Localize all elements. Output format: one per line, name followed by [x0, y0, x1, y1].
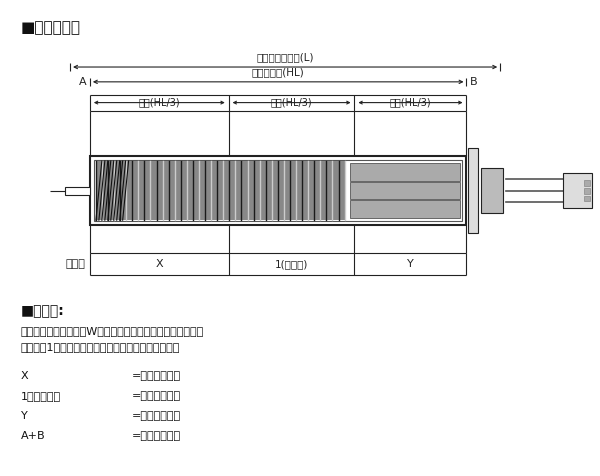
Text: =中部的功率比: =中部的功率比 [131, 391, 181, 401]
Bar [563, 173, 592, 208]
Bar [350, 200, 460, 218]
Bar [96, 161, 344, 220]
Text: =根部的功率比: =根部的功率比 [131, 411, 181, 421]
Bar [350, 182, 460, 199]
Text: X: X [20, 371, 28, 381]
Text: X: X [155, 258, 163, 268]
Text: 是指加热器的总功率（W）分配给各部分的比率。以中部功率: 是指加热器的总功率（W）分配给各部分的比率。以中部功率 [20, 326, 204, 336]
Bar [584, 196, 590, 201]
Bar [481, 168, 503, 213]
Text: 加热器主体长度(L): 加热器主体长度(L) [256, 52, 314, 62]
Text: A: A [79, 77, 87, 87]
Bar [584, 188, 590, 194]
Bar [90, 156, 466, 225]
Bar [65, 187, 90, 195]
Text: Y: Y [20, 411, 28, 421]
Text: =非发热部长度: =非发热部长度 [131, 431, 181, 441]
Text: ■功率比:: ■功率比: [20, 304, 64, 318]
Text: 1(基准值): 1(基准值) [275, 258, 308, 268]
Text: 1（基准值）: 1（基准值） [20, 391, 61, 401]
Text: 发热部长度(HL): 发热部长度(HL) [252, 67, 305, 77]
Text: ■基本结构图: ■基本结构图 [20, 20, 80, 36]
Bar [469, 148, 478, 233]
Text: =前端的功率比: =前端的功率比 [131, 371, 181, 381]
Text: 前端(HL/3): 前端(HL/3) [139, 98, 180, 108]
Bar [94, 160, 463, 221]
Text: 中部(HL/3): 中部(HL/3) [271, 98, 313, 108]
Text: Y: Y [407, 258, 414, 268]
Text: B: B [469, 77, 477, 87]
Text: 为基准值1，前部和根部可按照基准的倍率进行指定。: 为基准值1，前部和根部可按照基准的倍率进行指定。 [20, 342, 180, 352]
Bar [350, 163, 460, 181]
Text: 功率比: 功率比 [65, 258, 85, 268]
Text: 根部(HL/3): 根部(HL/3) [389, 98, 431, 108]
Text: A+B: A+B [20, 431, 45, 441]
Bar [584, 179, 590, 186]
